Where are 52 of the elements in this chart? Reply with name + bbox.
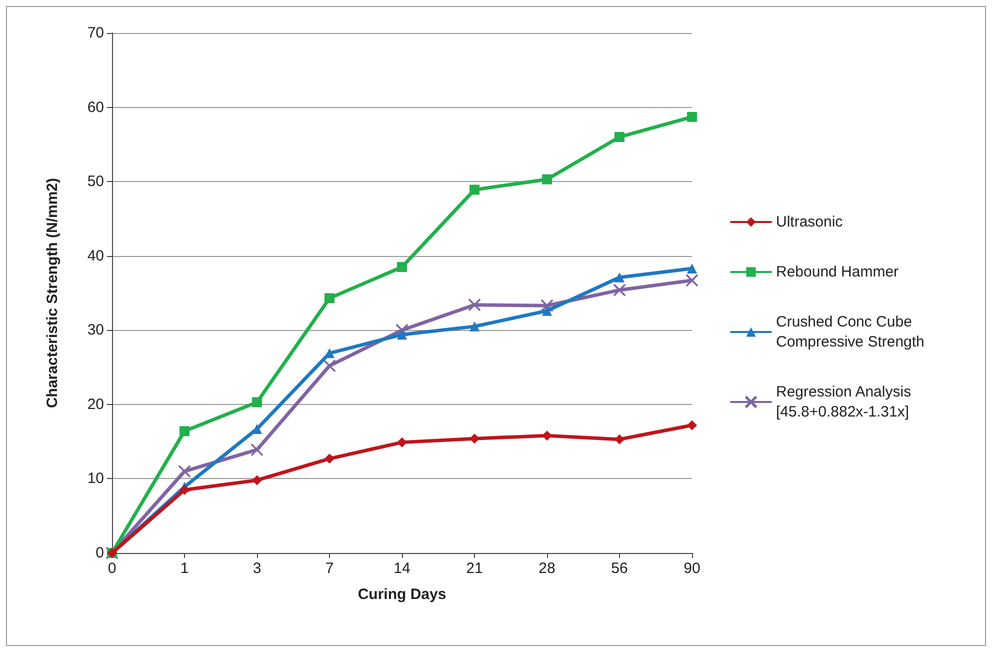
y-tick-label: 60 (87, 98, 104, 116)
point (324, 360, 336, 372)
x-axis-title: Curing Days (358, 586, 446, 603)
point (542, 306, 552, 316)
point (178, 465, 190, 478)
point (614, 272, 624, 282)
x-tick-label: 7 (325, 560, 334, 577)
x-tick-label: 3 (252, 560, 262, 577)
point (252, 424, 262, 434)
point (252, 475, 262, 486)
y-tick-label: 70 (87, 24, 104, 42)
legend-label: Regression Analysis [45.8+0.882x-1.31x] (776, 384, 916, 420)
point (324, 293, 334, 304)
point (324, 348, 334, 358)
point (180, 426, 190, 436)
point (470, 321, 480, 332)
x-tick-label: 0 (108, 560, 116, 577)
legend-label: Crushed Conc Cube Compressive Strength (776, 314, 924, 350)
point (687, 420, 697, 430)
y-axis-title: Characteristic Strength (N/mm2) (44, 178, 61, 408)
point (397, 330, 407, 340)
point (542, 174, 552, 184)
legend-label: Rebound Hammer (776, 264, 899, 280)
point (614, 434, 624, 444)
x-tick-label: 90 (684, 560, 700, 577)
x-tick-label: 1 (180, 560, 189, 577)
point (470, 184, 480, 195)
point (687, 263, 697, 274)
point (687, 112, 697, 122)
x-tick-label: 21 (466, 560, 483, 577)
point (468, 298, 480, 311)
point (251, 444, 263, 456)
y-tick-label: 10 (87, 470, 104, 488)
point (470, 434, 480, 444)
point (686, 274, 698, 286)
point (324, 454, 334, 464)
point (542, 430, 552, 441)
point (397, 437, 407, 448)
y-tick-label: 40 (87, 247, 104, 264)
y-tick-label: 50 (87, 173, 104, 190)
point (614, 284, 626, 296)
x-tick-label: 14 (394, 560, 410, 577)
legend-label: Ultrasonic (776, 214, 844, 230)
y-tick-label: 30 (87, 322, 104, 339)
y-tick-label: 0 (96, 544, 104, 562)
x-tick-label: 28 (538, 560, 556, 577)
point (180, 484, 190, 495)
x-tick-label: 56 (611, 560, 628, 577)
point (614, 132, 624, 142)
y-tick-label: 20 (87, 396, 104, 413)
point (397, 262, 407, 272)
point (252, 397, 262, 408)
